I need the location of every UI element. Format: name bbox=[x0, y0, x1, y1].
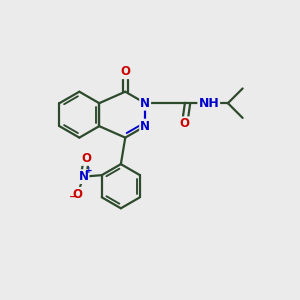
Text: O: O bbox=[73, 188, 82, 201]
Text: N: N bbox=[140, 97, 150, 110]
Text: +: + bbox=[85, 166, 93, 175]
Text: N: N bbox=[79, 170, 88, 183]
Text: N: N bbox=[140, 120, 150, 133]
Text: −: − bbox=[68, 192, 78, 202]
Text: O: O bbox=[120, 65, 130, 78]
Text: O: O bbox=[180, 117, 190, 130]
Text: NH: NH bbox=[198, 97, 219, 110]
Text: O: O bbox=[81, 152, 92, 165]
